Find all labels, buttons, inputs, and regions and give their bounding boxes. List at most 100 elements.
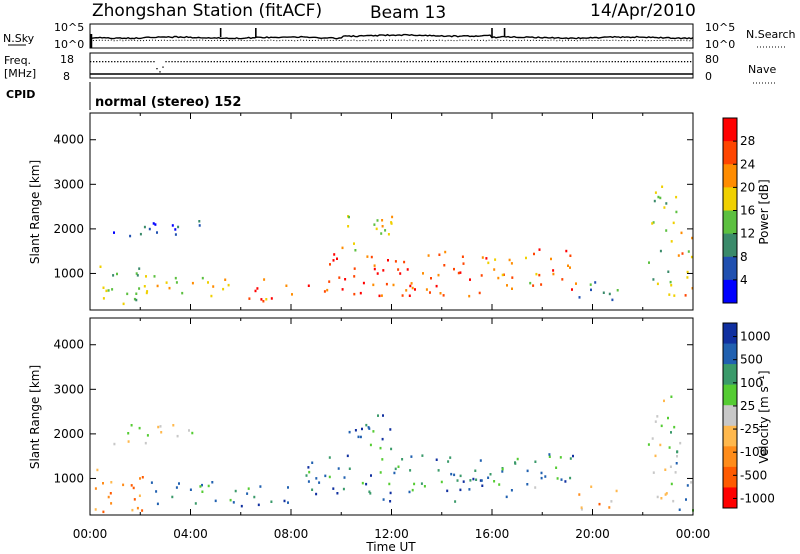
nave-dot <box>135 61 137 63</box>
nave-dot <box>512 61 514 63</box>
nave-dot <box>412 61 414 63</box>
data-point <box>247 487 250 490</box>
data-point <box>487 261 490 265</box>
date-label: 14/Apr/2010 <box>590 1 696 21</box>
data-point <box>156 231 158 234</box>
data-point <box>510 489 513 492</box>
data-point <box>178 482 180 485</box>
data-point <box>654 454 657 458</box>
data-point <box>165 281 168 284</box>
colorbar-tick-label: -500 <box>740 468 767 482</box>
data-point <box>474 469 477 472</box>
nave-dot <box>572 61 574 63</box>
nave-dot <box>258 61 261 63</box>
nave-dot <box>111 61 113 63</box>
data-point <box>382 414 384 417</box>
data-point <box>160 431 163 434</box>
nave-dot <box>668 61 671 63</box>
colorbar-segment <box>723 384 737 406</box>
data-point <box>569 476 572 480</box>
nave-dot <box>439 61 442 63</box>
nave-dot <box>530 61 532 63</box>
velocity-colorbar-label: Velocity [m s⁻¹] <box>757 370 771 463</box>
data-point <box>665 229 668 232</box>
data-point <box>126 292 129 296</box>
data-point <box>328 456 331 459</box>
nave-dot <box>599 61 601 63</box>
nave-dot <box>328 61 330 63</box>
data-point <box>656 282 659 286</box>
nave-dot <box>638 61 641 63</box>
data-point <box>652 471 655 474</box>
data-point <box>198 220 201 223</box>
data-point <box>679 441 682 445</box>
data-point <box>469 278 471 281</box>
data-point <box>511 276 514 279</box>
data-point <box>232 501 235 504</box>
velocity-colorbar: 1000 500 100 25 -25 -100 -500 -1000 <box>722 322 775 509</box>
data-point <box>399 272 402 275</box>
velocity-y-ticks: 1000 2000 3000 4000 <box>53 318 694 515</box>
nave-dot <box>605 61 607 63</box>
nave-dot <box>680 61 683 63</box>
data-point <box>569 457 572 460</box>
data-point <box>462 262 465 265</box>
data-point <box>651 437 654 440</box>
data-point <box>472 477 475 481</box>
nave-dot <box>653 61 656 63</box>
data-point <box>611 298 614 302</box>
data-point <box>367 426 370 429</box>
data-point <box>191 281 194 285</box>
x-tick-label: 16:00 <box>475 527 510 541</box>
data-point <box>259 485 262 488</box>
colorbar-tick-label: -25 <box>740 422 760 436</box>
data-point <box>150 481 153 484</box>
nave-dot <box>647 61 650 63</box>
data-point <box>369 492 372 495</box>
data-point <box>176 434 179 438</box>
data-point <box>459 474 462 478</box>
data-point <box>514 461 516 464</box>
data-point <box>552 269 555 272</box>
nave-dot <box>665 61 668 63</box>
colorbar-segment <box>723 187 737 211</box>
nave-dot <box>99 61 101 63</box>
data-point <box>687 250 690 253</box>
data-point <box>207 484 210 488</box>
nave-dot <box>533 61 535 63</box>
data-point <box>341 288 344 291</box>
data-point <box>305 474 308 477</box>
nave-dot <box>334 61 336 63</box>
nave-dot <box>478 61 481 63</box>
nave-dot <box>542 61 544 63</box>
data-point <box>406 268 409 271</box>
data-point <box>311 488 314 491</box>
nave-dot <box>403 61 405 63</box>
nave-dot <box>584 61 586 63</box>
data-point <box>560 478 563 481</box>
data-point <box>401 294 404 297</box>
data-point <box>430 277 432 280</box>
nsearch-label: N.Search <box>746 28 796 41</box>
data-point <box>676 450 679 453</box>
nave-dot <box>548 61 550 63</box>
nave-dot <box>361 61 363 63</box>
data-point <box>353 292 356 296</box>
data-point <box>315 492 318 496</box>
data-point <box>307 466 310 469</box>
data-point <box>129 234 132 238</box>
data-point <box>674 471 677 474</box>
nave-dot <box>388 61 390 63</box>
nave-dot <box>662 61 665 63</box>
nave-dot <box>509 61 511 63</box>
nave-dot <box>270 61 273 63</box>
nave-dot <box>93 61 95 63</box>
data-point <box>177 225 180 229</box>
nave-dot <box>536 61 538 63</box>
data-point <box>670 240 673 243</box>
colorbar-segment <box>723 233 737 258</box>
data-point <box>113 231 115 234</box>
freq-unit: [MHz] <box>4 67 36 80</box>
nave-dot <box>201 61 203 63</box>
data-point <box>141 476 144 479</box>
